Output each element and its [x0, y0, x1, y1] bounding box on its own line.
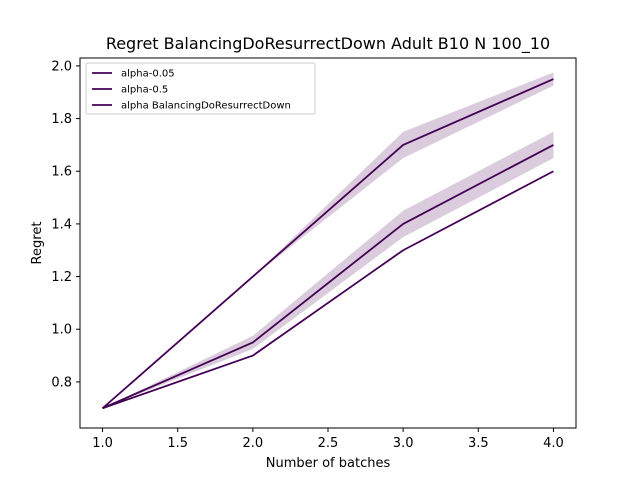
x-tick-label: 4.0 [543, 436, 564, 451]
series-line-2 [102, 170, 554, 410]
x-tick-label: 2.5 [318, 436, 339, 451]
confidence-bands [102, 72, 554, 409]
y-tick-label: 0.8 [51, 375, 72, 390]
legend: alpha-0.05 alpha-0.5 alpha BalancingDoResu… [85, 62, 316, 115]
y-tick-label: 1.0 [51, 323, 72, 338]
legend-box [85, 62, 316, 115]
y-tick-label: 1.2 [51, 270, 72, 285]
x-tick-label: 3.0 [393, 436, 414, 451]
x-axis-ticks: 1.0 1.5 2.0 2.5 3.0 3.5 4.0 [92, 428, 564, 451]
confidence-band-series-0 [102, 72, 554, 409]
x-tick-label: 1.0 [92, 436, 113, 451]
legend-label-series-2: alpha BalancingDoResurrectDown [121, 101, 291, 112]
y-axis-label: Regret [30, 222, 45, 265]
legend-label-series-0: alpha-0.05 [121, 69, 175, 80]
x-tick-label: 3.5 [468, 436, 489, 451]
chart-title: Regret BalancingDoResurrectDown Adult B1… [106, 34, 550, 54]
x-tick-label: 1.5 [167, 436, 188, 451]
series-line-1 [102, 144, 554, 410]
y-tick-label: 1.4 [51, 217, 72, 232]
x-axis-label: Number of batches [266, 456, 391, 471]
x-tick-label: 2.0 [243, 436, 264, 451]
y-tick-label: 2.0 [51, 59, 72, 74]
y-axis-ticks: 0.8 1.0 1.2 1.4 1.6 1.8 2.0 [51, 59, 80, 390]
series-line-0 [101, 78, 554, 409]
y-tick-label: 1.8 [51, 112, 72, 127]
legend-label-series-1: alpha-0.5 [121, 85, 168, 96]
confidence-band-series-1 [102, 131, 554, 409]
series-lines [101, 78, 554, 410]
y-tick-label: 1.6 [51, 165, 72, 180]
legend-items: alpha-0.05 alpha-0.5 alpha BalancingDoResu… [92, 69, 291, 112]
